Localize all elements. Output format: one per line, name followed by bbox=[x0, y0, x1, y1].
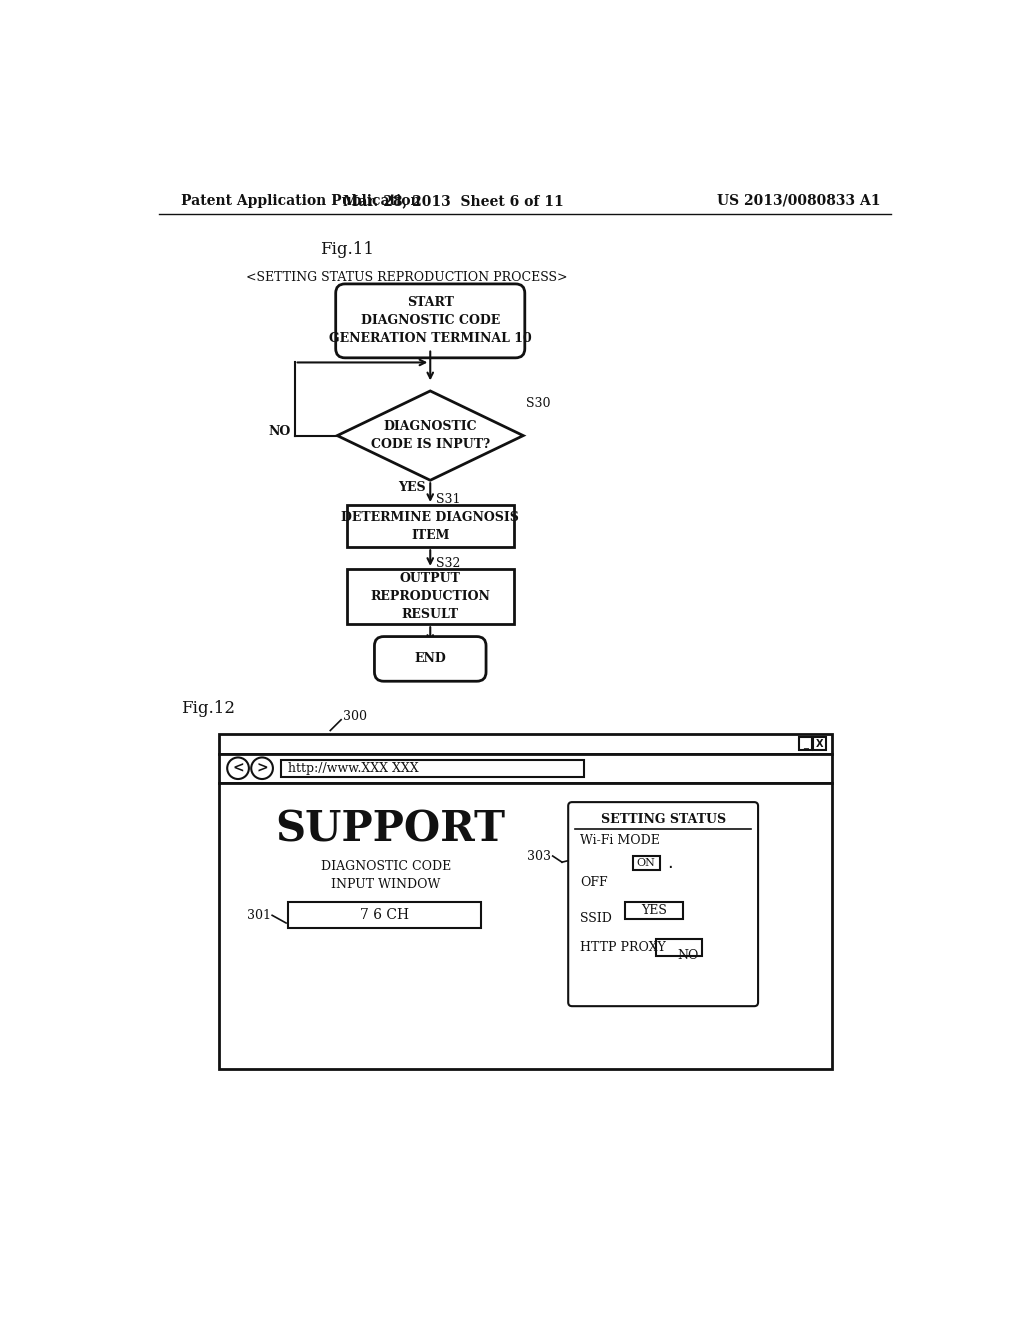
Text: DIAGNOSTIC
CODE IS INPUT?: DIAGNOSTIC CODE IS INPUT? bbox=[371, 420, 489, 451]
Bar bbox=[219, 734, 831, 754]
Circle shape bbox=[251, 758, 273, 779]
Bar bbox=[219, 783, 831, 1069]
Text: Fig.12: Fig.12 bbox=[180, 701, 234, 718]
Bar bbox=[799, 738, 812, 750]
Text: .: . bbox=[668, 854, 673, 873]
Text: SUPPORT: SUPPORT bbox=[275, 808, 505, 850]
Bar bbox=[625, 903, 683, 919]
Text: START
DIAGNOSTIC CODE
GENERATION TERMINAL 10: START DIAGNOSTIC CODE GENERATION TERMINA… bbox=[329, 297, 531, 346]
Text: X: X bbox=[815, 739, 823, 748]
Text: _: _ bbox=[803, 739, 808, 748]
Text: US 2013/0080833 A1: US 2013/0080833 A1 bbox=[717, 194, 881, 207]
FancyBboxPatch shape bbox=[336, 284, 524, 358]
FancyBboxPatch shape bbox=[568, 803, 758, 1006]
Text: S31: S31 bbox=[436, 494, 461, 507]
Text: NO: NO bbox=[268, 425, 291, 438]
Text: END: END bbox=[415, 652, 446, 665]
Text: http://www.XXX XXX: http://www.XXX XXX bbox=[288, 762, 418, 775]
Text: >: > bbox=[256, 762, 268, 775]
Text: YES: YES bbox=[398, 482, 426, 495]
Text: Wi-Fi MODE: Wi-Fi MODE bbox=[580, 834, 659, 847]
Circle shape bbox=[227, 758, 249, 779]
Text: <: < bbox=[232, 762, 244, 775]
Polygon shape bbox=[337, 391, 523, 480]
Bar bbox=[655, 940, 702, 956]
Text: SETTING STATUS: SETTING STATUS bbox=[600, 813, 726, 825]
Text: Mar. 28, 2013  Sheet 6 of 11: Mar. 28, 2013 Sheet 6 of 11 bbox=[343, 194, 564, 207]
Bar bbox=[633, 857, 659, 870]
Text: ON: ON bbox=[637, 858, 655, 869]
Text: Patent Application Publication: Patent Application Publication bbox=[180, 194, 420, 207]
Text: S32: S32 bbox=[436, 557, 461, 570]
Text: NO: NO bbox=[677, 949, 698, 962]
Text: SSID: SSID bbox=[580, 912, 611, 925]
Bar bbox=[347, 504, 514, 548]
Text: <SETTING STATUS REPRODUCTION PROCESS>: <SETTING STATUS REPRODUCTION PROCESS> bbox=[246, 271, 567, 284]
Bar bbox=[813, 738, 825, 750]
Bar bbox=[282, 760, 584, 776]
FancyBboxPatch shape bbox=[375, 636, 486, 681]
Text: OUTPUT
REPRODUCTION
RESULT: OUTPUT REPRODUCTION RESULT bbox=[371, 572, 490, 620]
Text: HTTP PROXY: HTTP PROXY bbox=[580, 941, 666, 954]
Bar bbox=[219, 754, 831, 783]
Text: OFF: OFF bbox=[580, 876, 607, 890]
Bar bbox=[347, 569, 514, 624]
Text: S30: S30 bbox=[526, 397, 551, 411]
Text: 7 6 CH: 7 6 CH bbox=[360, 908, 409, 923]
Text: 303: 303 bbox=[527, 850, 551, 862]
Text: DIAGNOSTIC CODE
INPUT WINDOW: DIAGNOSTIC CODE INPUT WINDOW bbox=[321, 859, 452, 891]
Text: 301: 301 bbox=[247, 908, 270, 921]
Text: 300: 300 bbox=[343, 710, 367, 723]
Text: Fig.11: Fig.11 bbox=[321, 240, 374, 257]
Text: DETERMINE DIAGNOSIS
ITEM: DETERMINE DIAGNOSIS ITEM bbox=[341, 511, 519, 541]
Bar bbox=[288, 903, 481, 928]
Text: YES: YES bbox=[641, 904, 667, 917]
